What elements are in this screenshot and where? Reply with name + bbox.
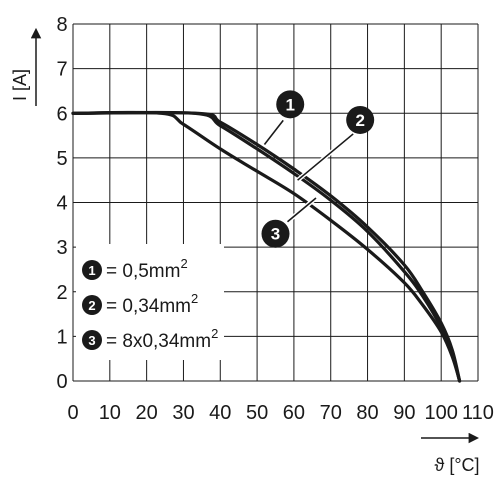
legend-entry-2: 2 = 0,34mm2 [82, 291, 198, 317]
series-line-1 [71, 111, 462, 383]
x-tick-label: 70 [320, 402, 342, 424]
series-line-2 [71, 110, 462, 383]
y-tick-label: 1 [56, 326, 67, 348]
x-tick-label: 100 [424, 402, 457, 424]
y-tick-label: 5 [56, 148, 67, 170]
x-tick-label: 60 [283, 402, 305, 424]
legend-label: = 8x0,34mm2 [106, 326, 218, 352]
x-tick-label: 50 [246, 402, 268, 424]
legend-marker-label: 2 [88, 298, 95, 313]
leader-line [297, 133, 354, 181]
marker-label: 3 [271, 225, 280, 244]
x-tick-label: 110 [462, 402, 494, 424]
curve-markers: 1 2 3 [261, 90, 375, 248]
y-tick-label: 3 [56, 237, 67, 259]
curve-marker-2: 2 [296, 105, 375, 182]
x-tick-label: 0 [67, 402, 78, 424]
legend-label: = 0,34mm2 [106, 291, 198, 317]
x-tick-label: 30 [172, 402, 194, 424]
x-tick-label: 20 [136, 402, 158, 424]
series-line-3 [71, 110, 462, 383]
legend-marker-label: 3 [88, 333, 95, 348]
legend-marker [82, 295, 102, 315]
y-tick-label: 2 [56, 282, 67, 304]
y-axis-title: I [A] [10, 69, 30, 101]
x-tick-label: 40 [209, 402, 231, 424]
marker-circle [261, 219, 290, 248]
x-axis-title: ϑ [°C] [434, 455, 479, 475]
legend-marker [82, 260, 102, 280]
y-tick-label: 4 [56, 193, 67, 215]
y-tick-label: 6 [56, 103, 67, 125]
tick-labels: 0 10 20 30 40 50 60 70 80 90 100 110 0 1 2 3 4 5 6 7 8 [56, 14, 494, 424]
marker-circle [276, 90, 305, 119]
marker-label: 2 [355, 111, 364, 130]
legend-marker [82, 330, 102, 350]
y-tick-label: 7 [56, 59, 67, 81]
legend-entry-1: 1 = 0,5mm2 [82, 256, 188, 282]
legend-entry-3: 3 = 8x0,34mm2 [82, 326, 218, 352]
leader-line [286, 197, 317, 223]
curve-marker-3: 3 [261, 196, 318, 248]
y-tick-label: 8 [56, 14, 67, 36]
legend-marker-label: 1 [88, 263, 95, 278]
legend: 1 = 0,5mm2 2 = 0,34mm2 3 = 8x0,34mm2 [82, 256, 218, 352]
legend-label: = 0,5mm2 [106, 256, 188, 282]
leader-line [263, 119, 284, 145]
curves [71, 110, 462, 383]
x-tick-label: 10 [99, 402, 121, 424]
y-tick-label: 0 [56, 371, 67, 393]
curve-marker-1: 1 [262, 90, 305, 146]
marker-label: 1 [285, 95, 294, 114]
marker-circle [346, 105, 375, 134]
x-tick-label: 90 [393, 402, 415, 424]
x-tick-label: 80 [356, 402, 378, 424]
